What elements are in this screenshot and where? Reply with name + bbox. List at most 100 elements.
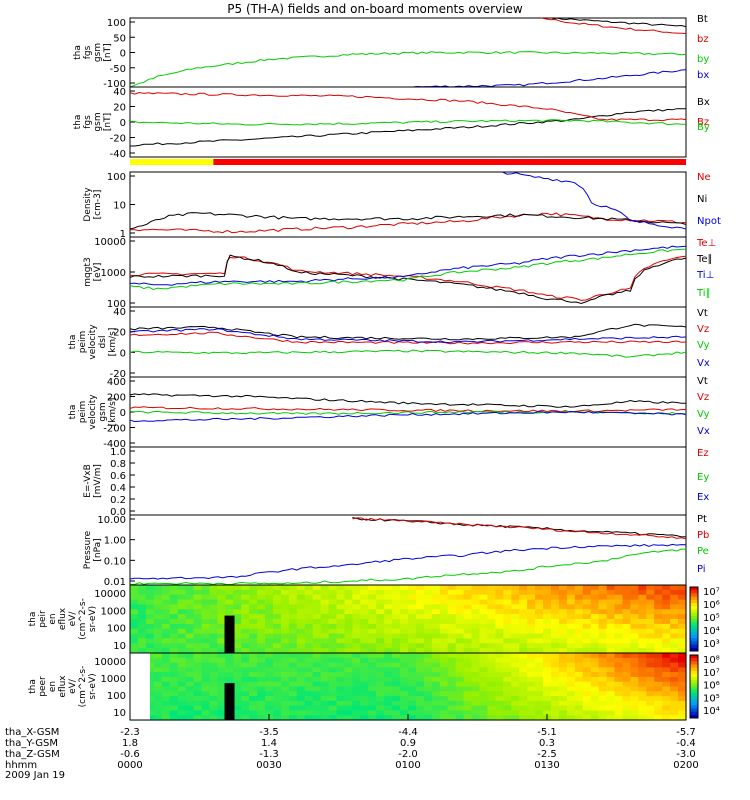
s1-cell [447,599,457,606]
s2-cell [614,710,623,716]
s1-cell [273,628,282,635]
s2-cell [392,662,401,668]
s1-cell [161,599,171,606]
s2-cell [145,676,155,683]
s2-cell [408,686,417,692]
s2-cell [487,672,496,678]
s2-colorbar-cell [690,670,698,675]
s1-cell [614,589,623,596]
s2-cell [678,676,687,683]
s2-cell [630,662,639,668]
s2-cell [233,653,242,659]
s1-cell [368,609,377,615]
s1-cell [535,648,544,654]
s1-cell [622,638,631,644]
p6-series-3 [129,328,687,344]
s1-cell [566,628,576,635]
s2-cell [574,700,584,707]
s1-cell [614,633,623,640]
s2-cell [670,662,679,668]
s2-cell [415,715,425,721]
p5-legend-2: Ti⊥ [696,270,714,281]
s2-heatmap [130,653,687,721]
x-row-value: -1.3 [259,749,279,760]
s1-cell [217,643,226,649]
s1-cell [145,643,155,649]
s1-cell [495,594,504,601]
s1-cell [590,585,600,591]
s1-cell [558,628,568,635]
s1-cell [360,585,369,591]
s1-cell [320,628,330,635]
s1-cell [368,589,377,596]
s2-cell [288,691,298,697]
s1-cell [582,638,592,644]
s2-cell [511,653,520,659]
s2-cell [423,662,433,668]
s1-cell [590,594,600,601]
s2-cell [558,710,568,716]
s1-cell [638,638,647,644]
s2-cell [201,705,210,711]
s2-cell [471,696,480,702]
s2-cell [574,657,584,664]
s2-cell [360,667,369,673]
s1-cell [153,648,163,654]
s1-cell [551,638,560,644]
s1-cell [153,604,163,610]
s2-cell [423,700,433,707]
s1-cell [503,648,512,654]
s1-cell [415,614,425,620]
s2-cell [431,705,441,711]
s1-cell [288,633,298,640]
s1-cell [670,604,679,610]
x-row-value: 0.3 [539,738,555,749]
s1-cell [392,609,401,615]
s1-cell [654,599,663,606]
s2-cell [201,696,210,702]
p6-legend-3: Vx [697,358,710,369]
s1-cell [511,589,520,596]
s2-cell [590,686,600,692]
s1-cell [574,619,584,625]
s2-cell [431,653,441,659]
s2-cell [265,686,274,692]
s1-cell [423,609,433,615]
s2-cell [177,667,187,673]
p1-ylabel-line: gsm [93,43,103,62]
s1-colorbar-cell [690,603,698,607]
s2-cell [654,667,663,673]
s1-cell [487,604,496,610]
s1-colorbar-cell [690,590,698,594]
s1-cell [392,604,401,610]
s1-cell [431,604,441,610]
s2-cell [582,681,592,688]
s1-cell [130,594,139,601]
s2-cell [304,696,314,702]
s2-cell [558,700,568,707]
p4-series-0 [129,212,687,234]
s1-cell [225,594,234,601]
s1-cell [249,633,258,640]
s2-cell [447,710,457,716]
s1-cell [217,599,226,606]
s2-cell [241,653,250,659]
s2-cell [145,681,155,688]
x-row-label: tha_Z-GSM [5,749,60,760]
s1-cell [153,614,163,620]
s1-cell [503,619,512,625]
p2-ytick-label: -20 [110,134,126,145]
s2-cell [265,696,274,702]
s1-cell [463,633,473,640]
s2-cell [408,662,417,668]
s2-cell [368,715,377,721]
s1-cell [376,628,385,635]
s1-cell [535,623,544,630]
s1-cell [328,609,338,615]
s2-cell [551,653,560,659]
s1-cell [169,648,179,654]
s1-cell [280,638,290,644]
s2-cell [217,667,226,673]
s2-cell [233,681,242,688]
p8-ytick-label: 1.0 [110,447,126,458]
